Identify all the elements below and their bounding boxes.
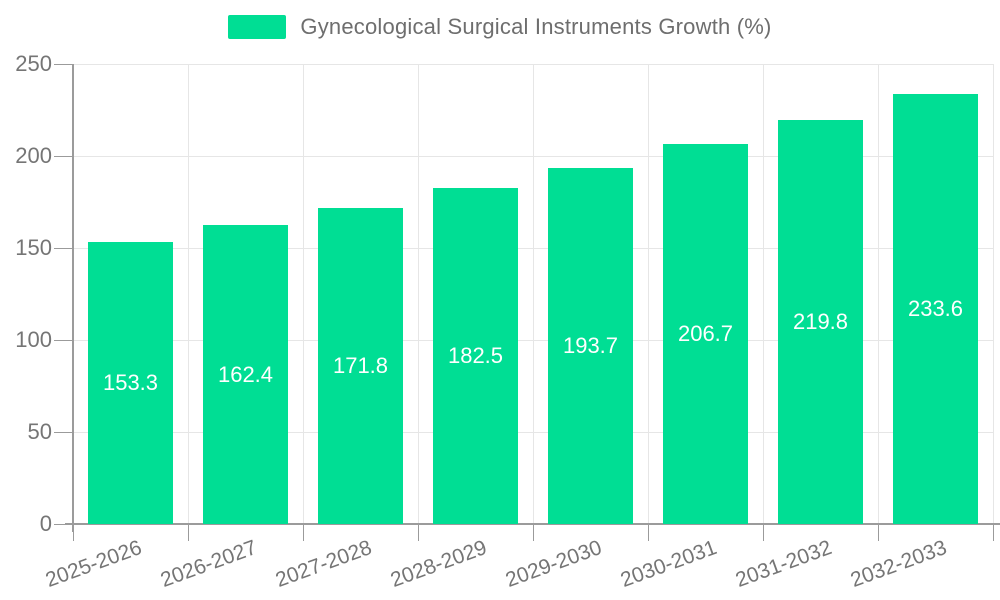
gridline-v bbox=[763, 64, 764, 524]
bar-value-label: 233.6 bbox=[907, 296, 964, 322]
x-tick-label: 2030-2031 bbox=[617, 536, 720, 592]
bar[interactable]: 206.7 bbox=[663, 143, 748, 524]
x-axis-tick bbox=[878, 525, 879, 541]
y-axis-tick bbox=[54, 524, 72, 525]
x-axis-line bbox=[65, 523, 1000, 525]
x-tick-label: 2026-2027 bbox=[157, 536, 260, 592]
bar[interactable]: 171.8 bbox=[318, 207, 403, 524]
x-tick-label: 2032-2033 bbox=[847, 536, 950, 592]
x-axis-tick bbox=[993, 525, 994, 541]
gridline-v bbox=[878, 64, 879, 524]
x-tick-label: 2031-2032 bbox=[732, 536, 835, 592]
gridline-v bbox=[418, 64, 419, 524]
legend-label: Gynecological Surgical Instruments Growt… bbox=[300, 14, 772, 39]
bar-value-label: 219.8 bbox=[792, 308, 849, 334]
x-tick-label: 2027-2028 bbox=[272, 536, 375, 592]
y-tick-label: 50 bbox=[27, 419, 52, 444]
bar-value-label: 153.3 bbox=[102, 369, 159, 395]
y-axis-tick bbox=[54, 248, 72, 249]
legend-swatch[interactable] bbox=[228, 15, 287, 39]
y-axis-tick bbox=[54, 340, 72, 341]
y-axis-tick bbox=[54, 64, 72, 65]
gridline-v bbox=[188, 64, 189, 524]
x-tick-label: 2028-2029 bbox=[387, 536, 490, 592]
bar-chart: 0 50 100 150 200 250 153.3 162.4 171.8 182.5 193.7… bbox=[15, 51, 1000, 592]
x-axis-tick bbox=[188, 525, 189, 541]
bar-value-label: 206.7 bbox=[677, 320, 734, 346]
bar[interactable]: 153.3 bbox=[88, 241, 173, 524]
x-axis-tick bbox=[763, 525, 764, 541]
x-tick-label: 2025-2026 bbox=[42, 536, 145, 592]
x-axis-tick bbox=[73, 525, 74, 541]
x-axis-tick bbox=[303, 525, 304, 541]
x-axis-tick bbox=[418, 525, 419, 541]
bar[interactable]: 162.4 bbox=[203, 225, 288, 524]
bar[interactable]: 182.5 bbox=[433, 188, 518, 524]
bar-value-label: 182.5 bbox=[447, 343, 504, 369]
bar-value-label: 193.7 bbox=[562, 332, 619, 358]
bar[interactable]: 193.7 bbox=[548, 167, 633, 524]
x-axis-tick bbox=[533, 525, 534, 541]
y-axis-tick bbox=[54, 156, 72, 157]
y-axis-tick bbox=[54, 432, 72, 433]
bar-value-label: 171.8 bbox=[332, 352, 389, 378]
y-tick-label: 0 bbox=[39, 511, 52, 536]
legend[interactable]: Gynecological Surgical Instruments Growt… bbox=[0, 14, 1000, 40]
gridline-v bbox=[993, 64, 994, 524]
x-tick-label: 2029-2030 bbox=[502, 536, 605, 592]
y-tick-label: 250 bbox=[15, 51, 52, 76]
y-axis-line bbox=[72, 64, 74, 532]
bar[interactable]: 219.8 bbox=[778, 119, 863, 524]
y-tick-label: 200 bbox=[15, 143, 52, 168]
gridline-v bbox=[648, 64, 649, 524]
bar[interactable]: 233.6 bbox=[893, 94, 978, 524]
bar-value-label: 162.4 bbox=[217, 361, 274, 387]
y-tick-label: 150 bbox=[15, 235, 52, 260]
x-axis-tick bbox=[648, 525, 649, 541]
gridline-v bbox=[533, 64, 534, 524]
gridline-v bbox=[303, 64, 304, 524]
y-tick-label: 100 bbox=[15, 327, 52, 352]
